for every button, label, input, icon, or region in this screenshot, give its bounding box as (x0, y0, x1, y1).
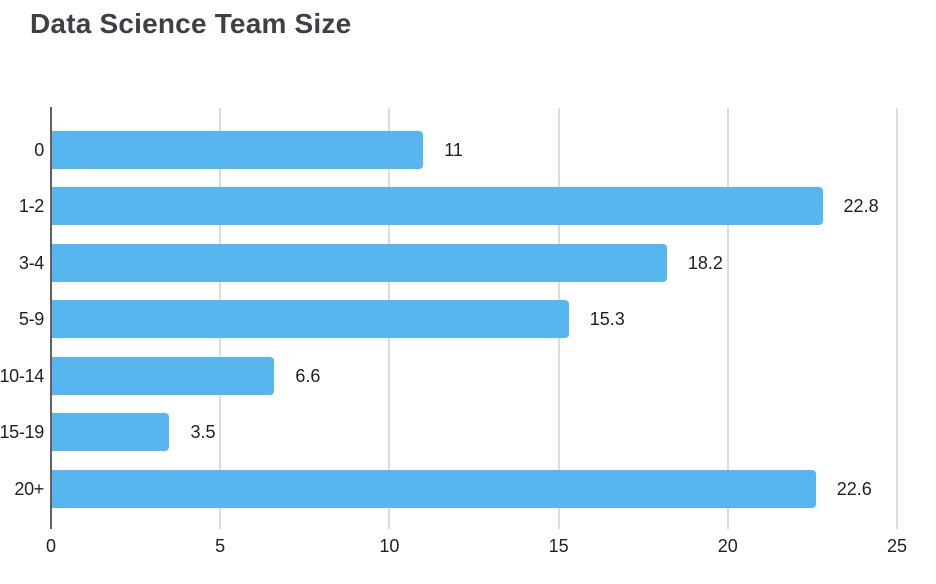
chart-title: Data Science Team Size (30, 8, 352, 39)
x-axis-tick-label: 20 (717, 536, 738, 556)
category-label: 20+ (14, 478, 44, 499)
category-label: 1-2 (18, 196, 44, 216)
x-axis-tick-label: 5 (215, 536, 226, 556)
x-gridline (896, 108, 898, 529)
bar (52, 243, 667, 282)
category-label: 0 (34, 139, 44, 160)
category-label: 5-9 (18, 309, 44, 329)
value-label: 11 (444, 139, 463, 160)
value-label: 6.6 (295, 365, 321, 386)
value-label: 18.2 (687, 252, 723, 273)
bar (52, 469, 816, 508)
x-axis-tick-label: 10 (379, 536, 400, 556)
category-label: 15-19 (0, 422, 44, 442)
bar (52, 130, 424, 169)
value-label: 15.3 (589, 309, 625, 329)
bar (52, 413, 170, 451)
x-axis-tick-label: 15 (548, 536, 569, 556)
bar (52, 187, 823, 225)
bar (52, 300, 569, 338)
y-axis-line (50, 107, 52, 529)
value-label: 3.5 (190, 422, 216, 442)
category-label: 3-4 (18, 252, 44, 273)
x-axis-tick-label: 25 (886, 536, 908, 556)
x-gridline (726, 108, 729, 529)
x-axis-tick-label: 0 (45, 536, 56, 556)
value-label: 22.6 (836, 478, 872, 499)
bar (52, 356, 275, 395)
category-label: 10-14 (0, 365, 44, 386)
value-label: 22.8 (843, 196, 879, 216)
